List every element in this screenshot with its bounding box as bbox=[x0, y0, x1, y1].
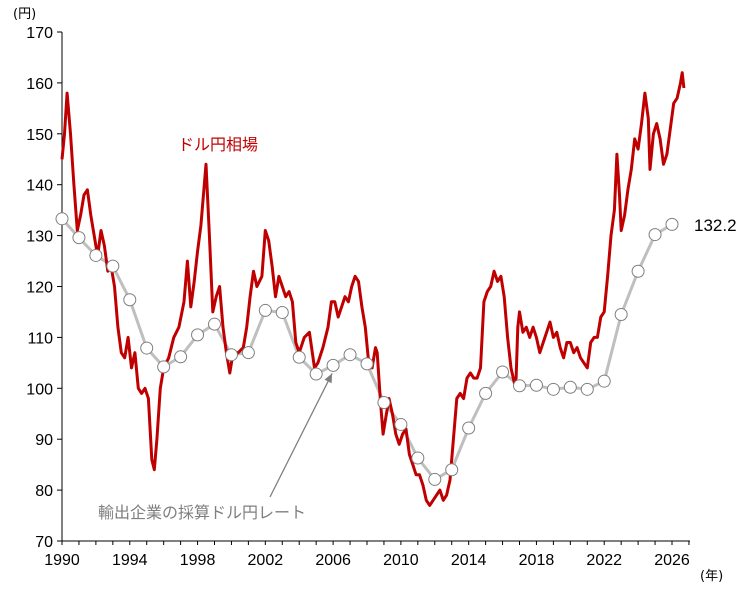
y-tick-label: 140 bbox=[26, 178, 53, 195]
breakeven-point bbox=[529, 378, 543, 392]
breakeven-point bbox=[106, 259, 120, 273]
x-tick-label: 2022 bbox=[586, 552, 622, 569]
breakeven-point bbox=[241, 346, 255, 360]
x-tick-label: 2010 bbox=[383, 552, 419, 569]
spot-series-line bbox=[60, 71, 686, 507]
breakeven-point bbox=[445, 463, 459, 477]
breakeven-point bbox=[292, 350, 306, 364]
y-tick-label: 80 bbox=[35, 483, 53, 500]
annotation-arrow bbox=[269, 373, 333, 498]
y-tick-label: 170 bbox=[26, 25, 53, 42]
breakeven-point bbox=[546, 382, 560, 396]
breakeven-point bbox=[72, 231, 86, 245]
y-tick-label: 90 bbox=[35, 432, 53, 449]
breakeven-point bbox=[648, 228, 662, 242]
breakeven-point bbox=[258, 303, 272, 317]
breakeven-point bbox=[411, 451, 425, 465]
breakeven-point bbox=[580, 382, 594, 396]
x-tick-label: 1994 bbox=[112, 552, 148, 569]
breakeven-point bbox=[55, 212, 69, 226]
x-tick-label: 2026 bbox=[654, 552, 690, 569]
y-tick-label: 100 bbox=[26, 381, 53, 398]
breakeven-point bbox=[597, 374, 611, 388]
breakeven-point bbox=[496, 365, 510, 379]
breakeven-point bbox=[377, 396, 391, 410]
breakeven-end-label: 132.2 bbox=[694, 216, 737, 235]
breakeven-point bbox=[462, 421, 476, 435]
x-tick-label: 2006 bbox=[315, 552, 351, 569]
x-axis-ticks: 1990 1994 1998 2002 2006 2010 2014 2018 2022 2026 bbox=[44, 541, 690, 569]
series-lines bbox=[60, 71, 686, 507]
breakeven-point bbox=[343, 348, 357, 362]
x-tick-label: 1998 bbox=[180, 552, 216, 569]
breakeven-series-label: 輸出企業の採算ドル円レート bbox=[98, 503, 306, 522]
breakeven-point bbox=[89, 248, 103, 262]
x-tick-label: 1990 bbox=[44, 552, 80, 569]
breakeven-point bbox=[309, 367, 323, 381]
breakeven-point bbox=[428, 472, 442, 486]
annotation-leader bbox=[269, 373, 333, 498]
breakeven-point bbox=[326, 358, 340, 372]
x-tick-label: 2002 bbox=[248, 552, 284, 569]
y-tick-label: 110 bbox=[27, 330, 53, 347]
x-tick-label: 2014 bbox=[451, 552, 487, 569]
breakeven-point bbox=[665, 217, 679, 231]
breakeven-point bbox=[140, 341, 154, 355]
breakeven-point bbox=[631, 264, 645, 278]
breakeven-point bbox=[174, 350, 188, 364]
annotation-arrowhead bbox=[324, 373, 333, 384]
breakeven-markers bbox=[55, 212, 679, 486]
breakeven-point bbox=[563, 380, 577, 394]
y-axis-ticks: 70 80 90 100 110 120 130 140 150 160 170 bbox=[26, 25, 62, 551]
y-tick-label: 160 bbox=[26, 76, 53, 93]
y-axis-unit: (円) bbox=[13, 7, 36, 22]
y-tick-label: 70 bbox=[35, 534, 53, 551]
breakeven-point bbox=[123, 293, 137, 307]
breakeven-point bbox=[394, 417, 408, 431]
y-tick-label: 120 bbox=[26, 280, 53, 297]
breakeven-point bbox=[479, 386, 493, 400]
x-tick-label: 2018 bbox=[519, 552, 555, 569]
breakeven-point bbox=[191, 328, 205, 342]
breakeven-point bbox=[208, 317, 221, 331]
breakeven-point bbox=[224, 348, 238, 362]
breakeven-point bbox=[360, 357, 374, 371]
y-tick-label: 150 bbox=[26, 127, 53, 144]
breakeven-point bbox=[513, 379, 526, 393]
x-axis-unit: (年) bbox=[700, 569, 723, 584]
breakeven-point bbox=[157, 360, 171, 374]
breakeven-point bbox=[614, 307, 628, 321]
breakeven-point bbox=[275, 305, 289, 319]
y-tick-label: 130 bbox=[26, 229, 53, 246]
spot-series-label: ドル円相場 bbox=[178, 135, 258, 154]
